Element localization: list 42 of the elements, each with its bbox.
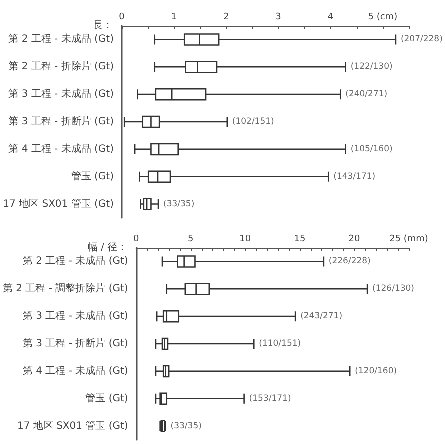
y-tick-label: 管玉 (Gt) [86,393,128,404]
x-tick-label: 15 [294,234,306,244]
y-tick-label: 第 4 工程 - 未成品 (Gt) [8,142,114,155]
x-tick-label: 1 [171,12,178,22]
annotation: (226/228) [328,256,371,267]
y-tick-label: 管玉 (Gt) [71,171,114,182]
y-tick-label: 第 4 工程 - 未成品 (Gt) [22,364,128,377]
annotation: (33/35) [164,199,195,210]
y-tick-label: 第 3 工程 - 折断片 (Gt) [22,338,128,350]
x-tick-label: 0 [119,12,126,22]
annotation: (143/171) [334,172,376,182]
y-tick-label: 17 地区 SX01 管玉 (Gt) [3,198,114,210]
annotation: (102/151) [232,117,274,127]
x-tick-label: 2 [223,12,230,22]
x-tick-label: 0 [133,234,140,244]
x-tick-label: 20 [348,234,360,244]
x-axis-title: 長： [93,20,114,32]
annotation: (110/151) [259,339,302,349]
annotation: (33/35) [170,421,202,432]
x-tick-label: 5 (cm) [368,12,398,22]
y-tick-label: 第 3 工程 - 未成品 (Gt) [22,310,128,322]
y-tick-label: 17 地区 SX01 管玉 (Gt) [17,420,128,432]
y-tick-label: 第 2 工程 - 折除片 (Gt) [8,60,114,73]
y-tick-label: 第 3 工程 - 未成品 (Gt) [8,88,114,100]
y-tick-label: 第 2 工程 - 調整折除片 (Gt) [2,282,128,295]
annotation: (240/271) [346,90,388,100]
annotation: (120/160) [355,366,398,376]
x-tick-label: 5 [188,234,194,244]
x-tick-label: 10 [240,234,252,244]
x-tick-label: 3 [276,12,282,22]
y-tick-label: 第 3 工程 - 折断片 (Gt) [8,116,114,128]
annotation: (122/130) [350,62,393,72]
annotation: (105/160) [350,144,393,154]
x-tick-label: 25 (mm) [390,234,428,244]
y-tick-label: 第 2 工程 - 未成品 (Gt) [22,255,128,268]
x-axis-title: 幅 / 径： [88,242,128,254]
annotation: (243/271) [300,312,343,322]
y-tick-label: 第 2 工程 - 未成品 (Gt) [8,33,114,46]
annotation: (153/171) [249,394,292,404]
annotation: (126/130) [372,284,415,294]
x-tick-label: 4 [328,12,334,22]
annotation: (207/228) [400,34,443,45]
